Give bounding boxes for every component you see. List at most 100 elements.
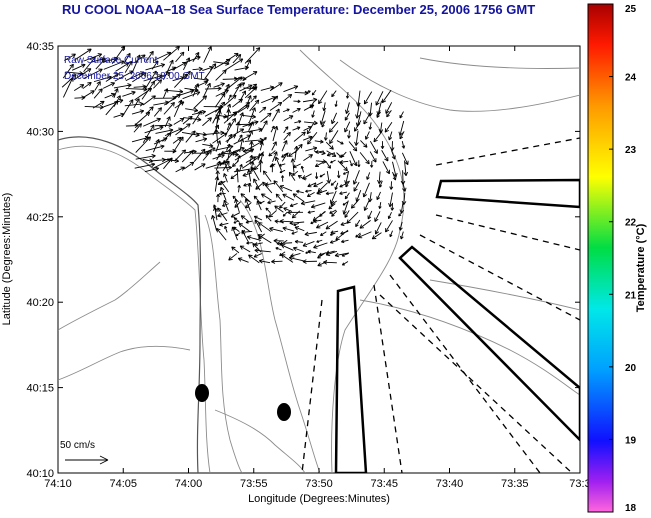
lane-line-6	[419, 234, 580, 321]
current-arrow	[302, 97, 318, 103]
current-arrow	[216, 193, 220, 203]
lane-line-5	[435, 214, 580, 251]
colorbar-label: Temperature (°C)	[635, 223, 647, 312]
current-arrow	[282, 226, 295, 232]
current-arrow	[362, 182, 370, 198]
lane-line-2	[373, 284, 403, 473]
current-arrow	[193, 95, 208, 109]
current-arrow	[293, 99, 301, 104]
current-arrow	[325, 191, 334, 196]
current-arrow	[289, 203, 298, 208]
title-text: RU COOL NOAA−18 Sea Surface Temperature:…	[62, 2, 536, 17]
current-arrow	[260, 120, 268, 133]
current-arrow	[269, 163, 276, 168]
current-arrow	[226, 109, 231, 122]
current-arrow	[340, 230, 349, 235]
current-arrow	[225, 76, 243, 91]
current-arrow	[385, 220, 393, 233]
current-arrow	[133, 84, 147, 89]
current-arrow	[103, 98, 124, 108]
current-arrow	[192, 52, 200, 63]
current-arrow	[249, 154, 254, 163]
current-arrow	[259, 106, 267, 114]
y-tick-label: 40:25	[26, 212, 54, 224]
current-arrow	[254, 242, 263, 247]
current-arrow	[268, 210, 277, 218]
x-tick-label: 73:3	[569, 478, 590, 490]
current-arrow	[329, 130, 339, 145]
current-arrow	[145, 50, 154, 63]
current-arrow	[181, 150, 194, 163]
current-arrow	[239, 245, 251, 253]
current-arrow	[273, 238, 284, 244]
offshore-contour-4	[429, 279, 580, 311]
current-arrow	[163, 93, 181, 106]
current-arrow	[235, 121, 241, 134]
current-arrow	[260, 193, 272, 201]
current-arrow	[340, 221, 350, 226]
current-arrow	[253, 253, 262, 258]
current-arrow	[144, 125, 164, 134]
current-arrow	[282, 193, 295, 201]
current-arrow	[63, 77, 74, 98]
current-arrow	[182, 91, 201, 100]
current-arrow	[234, 201, 241, 208]
current-arrow	[305, 189, 312, 193]
current-arrow	[342, 201, 348, 206]
current-arrow	[244, 202, 252, 209]
current-arrow	[348, 141, 358, 152]
current-arrow	[390, 141, 395, 152]
current-arrow	[154, 123, 173, 128]
current-arrow	[62, 63, 74, 79]
current-arrow	[384, 122, 393, 133]
current-arrow	[378, 122, 384, 134]
current-arrow	[151, 60, 159, 70]
current-arrow	[326, 170, 331, 184]
current-arrow	[73, 68, 92, 81]
current-arrow	[246, 169, 252, 182]
current-arrow	[294, 239, 304, 244]
current-arrow	[313, 181, 323, 188]
current-arrow	[152, 139, 160, 153]
current-arrow	[293, 131, 306, 142]
current-arrow	[328, 203, 336, 210]
current-arrow	[226, 133, 233, 144]
current-arrow	[192, 110, 202, 125]
current-arrow	[341, 239, 349, 244]
current-arrow	[304, 231, 317, 237]
current-arrow	[214, 129, 220, 143]
current-arrow	[230, 212, 240, 218]
x-tick-label: 74:05	[109, 478, 137, 490]
current-arrow	[271, 141, 277, 151]
current-arrow	[374, 211, 381, 222]
current-arrow	[93, 88, 103, 99]
current-arrow	[133, 98, 140, 109]
current-arrow	[279, 251, 286, 257]
current-arrow	[143, 117, 161, 127]
current-arrow	[345, 180, 350, 188]
current-arrow	[402, 181, 407, 192]
current-arrow	[233, 217, 241, 223]
depth-contours	[58, 49, 580, 473]
current-arrow	[337, 160, 348, 172]
current-arrow	[325, 250, 335, 255]
current-arrow	[113, 83, 132, 89]
current-arrow	[345, 102, 350, 114]
current-arrow	[131, 109, 145, 115]
current-arrow	[331, 112, 338, 125]
current-arrow	[239, 138, 245, 153]
current-arrow	[344, 112, 350, 121]
current-arrow	[359, 219, 371, 229]
current-arrow	[253, 161, 262, 171]
current-arrow	[403, 160, 409, 177]
current-arrow	[241, 114, 256, 119]
colorbar-tick-label: 25	[625, 4, 637, 15]
current-arrow	[317, 253, 325, 259]
current-arrow	[221, 160, 229, 165]
current-arrow	[319, 173, 326, 178]
current-arrow	[135, 153, 156, 160]
current-arrow	[225, 134, 237, 143]
current-arrow	[281, 140, 288, 152]
y-tick-label: 40:10	[26, 468, 54, 480]
current-arrow	[316, 191, 323, 195]
